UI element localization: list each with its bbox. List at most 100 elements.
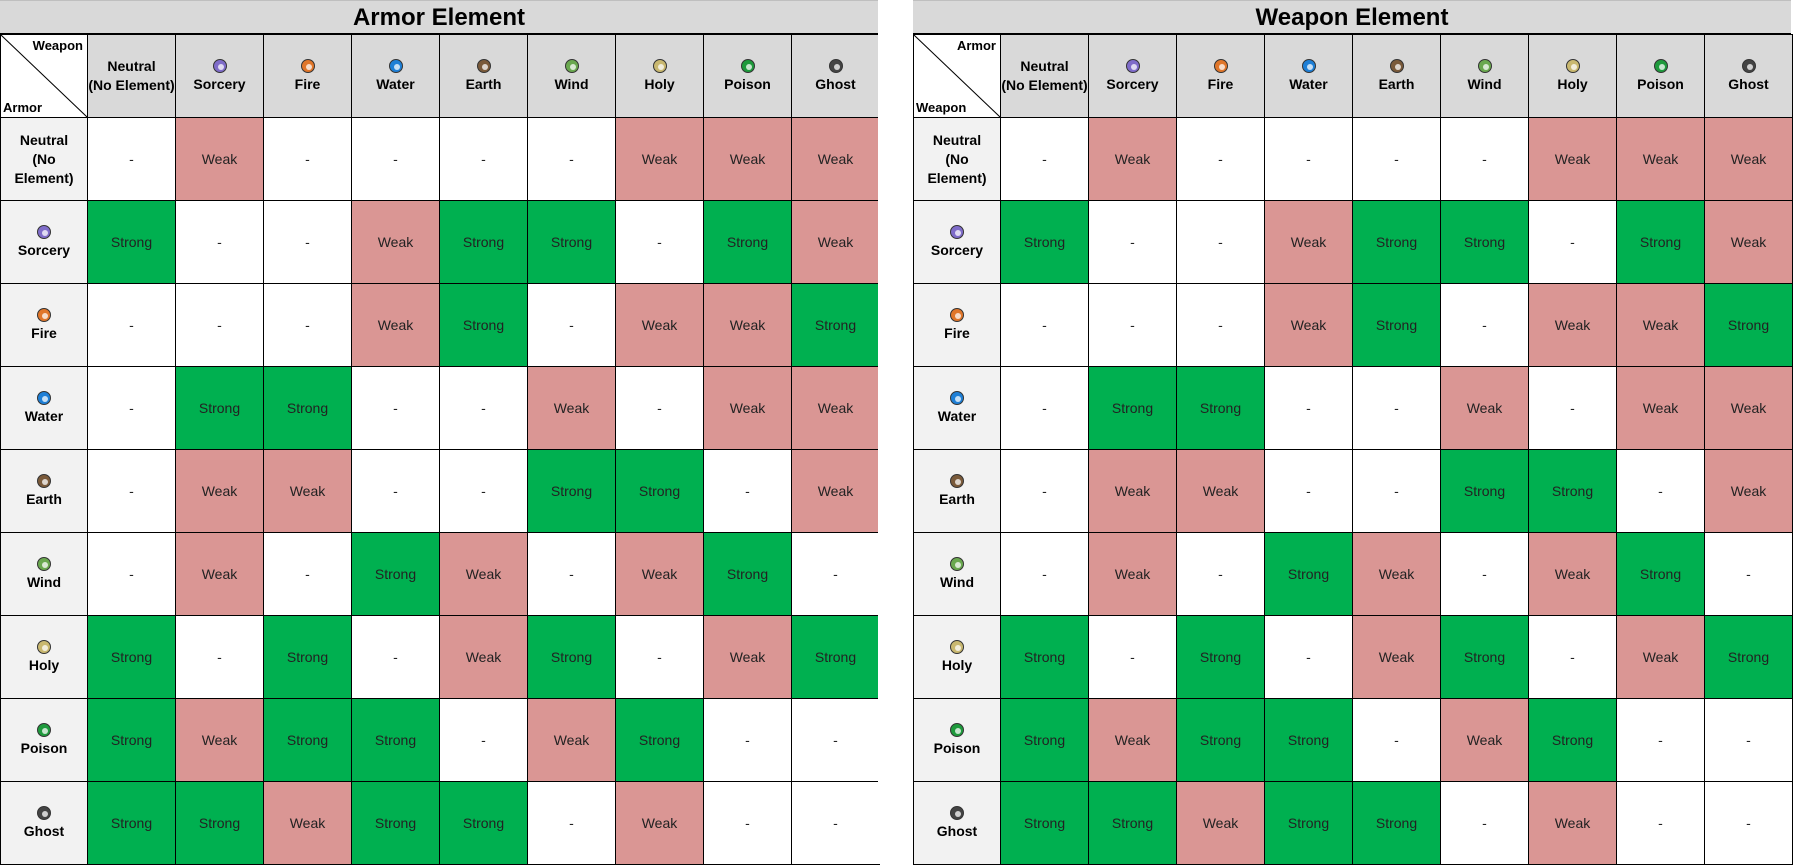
table-row: Earth - Weak Weak - - Strong Strong - Weak <box>0 449 880 533</box>
matchup-cell-strong: Strong <box>1440 449 1529 533</box>
matchup-cell-neutral: - <box>87 532 176 616</box>
matchup-cell-neutral: - <box>175 200 264 284</box>
matchup-cell-weak: Weak <box>615 781 704 865</box>
matchup-cell-neutral: - <box>1264 366 1353 450</box>
matchup-cell-strong: Strong <box>1176 615 1265 699</box>
element-label: Sorcery <box>1106 75 1159 92</box>
element-label: Poison <box>933 739 981 756</box>
element-table: Armor Weapon Neutral (No Element) Sorcery… <box>913 34 1793 865</box>
matchup-cell-neutral: - <box>1440 532 1529 616</box>
element-label: Water <box>24 407 64 424</box>
element-label: Holy <box>941 656 973 673</box>
matchup-cell-neutral: - <box>1440 283 1529 367</box>
ghost-icon <box>828 58 843 73</box>
matchup-cell-strong: Strong <box>1176 366 1265 450</box>
column-header: Poison <box>1616 34 1705 118</box>
matchup-cell-weak: Weak <box>1704 117 1793 201</box>
matchup-cell-strong: Strong <box>791 615 880 699</box>
ghost-icon <box>1741 58 1756 73</box>
water-icon <box>950 390 964 405</box>
matchup-cell-strong: Strong <box>527 615 616 699</box>
table-row: Sorcery Strong - - Weak Strong Strong - Strong We… <box>913 200 1793 284</box>
matchup-cell-neutral: - <box>1616 781 1705 865</box>
matchup-cell-strong: Strong <box>615 698 704 782</box>
corner-bottom-label: Armor <box>3 100 43 115</box>
row-header: Sorcery <box>0 200 88 284</box>
matchup-cell-strong: Strong <box>1352 781 1441 865</box>
row-header: Holy <box>0 615 88 699</box>
element-label: Wind <box>1467 75 1502 92</box>
element-label: Ghost <box>1728 75 1769 92</box>
table-row: Water - Strong Strong - - Weak - Weak Weak <box>913 366 1793 450</box>
column-header: Poison <box>703 34 792 118</box>
matchup-cell-weak: Weak <box>1704 449 1793 533</box>
matchup-cell-strong: Strong <box>439 200 528 284</box>
matchup-cell-strong: Strong <box>87 781 176 865</box>
column-header: Holy <box>1528 34 1617 118</box>
element-label: Neutral (No Element) <box>1001 58 1088 93</box>
matchup-cell-neutral: - <box>703 449 792 533</box>
row-header: Ghost <box>913 781 1001 865</box>
matchup-cell-weak: Weak <box>1088 532 1177 616</box>
matchup-cell-neutral: - <box>527 532 616 616</box>
panel-gap <box>878 0 913 864</box>
row-header: Wind <box>913 532 1001 616</box>
matchup-cell-weak: Weak <box>703 366 792 450</box>
row-header: Ghost <box>0 781 88 865</box>
matchup-cell-strong: Strong <box>1264 532 1353 616</box>
corner-bottom-label: Weapon <box>916 100 967 115</box>
matchup-cell-neutral: - <box>1440 781 1529 865</box>
matchup-cell-weak: Weak <box>1616 117 1705 201</box>
matchup-cell-strong: Strong <box>351 532 440 616</box>
matchup-cell-weak: Weak <box>1176 781 1265 865</box>
element-label: Earth <box>465 75 502 92</box>
element-label: Holy <box>1557 75 1588 92</box>
matchup-cell-weak: Weak <box>1616 283 1705 367</box>
matchup-cell-neutral: - <box>1528 366 1617 450</box>
wind-icon <box>950 556 964 571</box>
matchup-cell-neutral: - <box>1000 283 1089 367</box>
row-header: Fire <box>913 283 1001 367</box>
matchup-cell-strong: Strong <box>1704 283 1793 367</box>
element-label: Wind <box>939 573 975 590</box>
matchup-cell-strong: Strong <box>1176 698 1265 782</box>
matchup-cell-neutral: - <box>351 449 440 533</box>
matchup-cell-strong: Strong <box>263 615 352 699</box>
matchup-cell-strong: Strong <box>1440 200 1529 284</box>
row-header: Wind <box>0 532 88 616</box>
element-label: Earth <box>1378 75 1415 92</box>
holy-icon <box>1565 58 1580 73</box>
water-icon <box>37 390 51 405</box>
matchup-cell-neutral: - <box>175 615 264 699</box>
table-row: Holy Strong - Strong - Weak Strong - Weak Strong <box>0 615 880 699</box>
matchup-cell-neutral: - <box>527 117 616 201</box>
matchup-cell-neutral: - <box>1616 449 1705 533</box>
matchup-cell-neutral: - <box>263 283 352 367</box>
matchup-cell-neutral: - <box>263 532 352 616</box>
matchup-cell-strong: Strong <box>439 781 528 865</box>
holy-icon <box>950 639 964 654</box>
matchup-cell-weak: Weak <box>1616 615 1705 699</box>
matchup-cell-weak: Weak <box>1704 366 1793 450</box>
matchup-cell-neutral: - <box>439 366 528 450</box>
row-header: Neutral (No Element) <box>0 117 88 201</box>
element-table: Weapon Armor Neutral (No Element) Sorcery… <box>0 34 880 865</box>
sorcery-icon <box>1125 58 1140 73</box>
column-header: Earth <box>439 34 528 118</box>
element-label: Water <box>376 75 415 92</box>
matchup-cell-strong: Strong <box>703 532 792 616</box>
matchup-cell-neutral: - <box>1176 200 1265 284</box>
row-header: Poison <box>0 698 88 782</box>
matchup-cell-neutral: - <box>791 698 880 782</box>
matchup-cell-neutral: - <box>1352 698 1441 782</box>
matchup-cell-strong: Strong <box>1704 615 1793 699</box>
matchup-cell-strong: Strong <box>87 615 176 699</box>
row-header: Earth <box>913 449 1001 533</box>
matchup-cell-weak: Weak <box>1352 532 1441 616</box>
ghost-icon <box>37 805 51 820</box>
table-row: Fire - - - Weak Strong - Weak Weak Strong <box>0 283 880 367</box>
matchup-cell-strong: Strong <box>527 200 616 284</box>
matchup-cell-weak: Weak <box>351 200 440 284</box>
matchup-cell-neutral: - <box>263 200 352 284</box>
poison-icon <box>950 722 964 737</box>
